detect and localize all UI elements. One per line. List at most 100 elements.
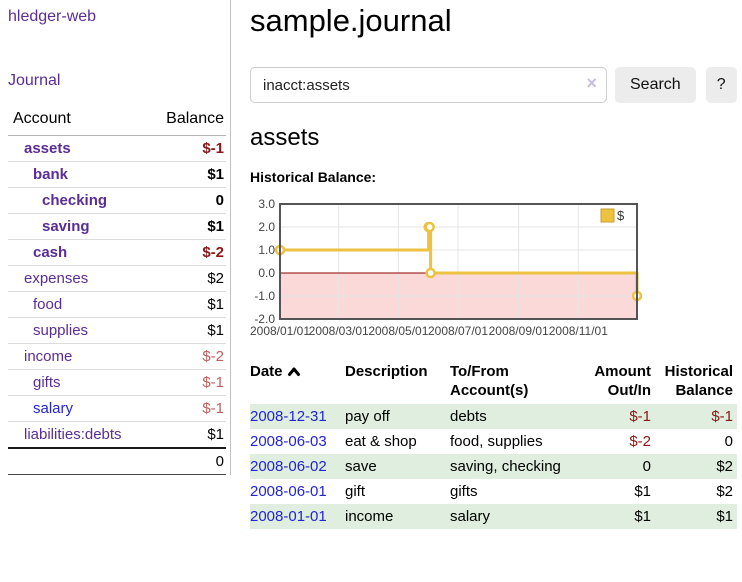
register-accounts: food, supplies: [450, 433, 543, 450]
account-balance: $1: [147, 161, 226, 188]
register-amount: $1: [575, 504, 655, 529]
account-row: expenses $2: [8, 265, 226, 292]
sidebar-content: hledger-web Journal Account Balance asse…: [0, 0, 231, 475]
account-row: bank $1: [8, 161, 226, 188]
register-row: 2008-06-01 gift gifts $1 $2: [250, 479, 737, 504]
balance-column-header: Balance: [147, 106, 226, 136]
sidebar-account-link[interactable]: cash: [33, 244, 68, 261]
account-balance: $-1: [202, 140, 224, 157]
register-date-link[interactable]: 2008-06-03: [250, 433, 327, 450]
account-balance: $1: [147, 317, 226, 344]
main-content: sample.journal × Search ? assets Histori…: [231, 0, 742, 529]
y-axis-tick-label: -2.0: [254, 312, 275, 326]
account-row: saving $1: [8, 213, 226, 240]
y-axis-tick-label: 1.0: [258, 243, 275, 257]
balance-chart-svg: $3.0 2.0 1.0 0.0 -1.0 -2.02008/01/012008/03/0…: [250, 197, 643, 338]
x-axis-tick-label: 2008/11/01: [549, 324, 608, 338]
account-balance: $1: [147, 291, 226, 318]
register-table: Date Description To/From Account(s) Amou…: [250, 360, 737, 529]
register-amount: $1: [634, 483, 651, 500]
search-input[interactable]: [250, 67, 607, 103]
register-date-link[interactable]: 2008-01-01: [250, 508, 327, 525]
search-box: ×: [250, 67, 607, 103]
account-balance: $1: [147, 421, 226, 448]
register-date-link[interactable]: 2008-06-01: [250, 483, 327, 500]
register-header-description[interactable]: Description: [345, 363, 428, 380]
chart-legend: $: [600, 208, 625, 223]
x-axis-tick-label: 2008/09/01: [489, 324, 549, 338]
register-description: save: [345, 454, 450, 479]
sidebar-account-link[interactable]: food: [33, 296, 63, 313]
sidebar-account-link[interactable]: bank: [33, 166, 69, 183]
y-axis-tick-label: 0.0: [258, 266, 275, 280]
account-row: checking 0: [8, 187, 226, 214]
y-axis-tick-label: -1.0: [254, 289, 275, 303]
sidebar-account-link[interactable]: assets: [24, 140, 71, 157]
register-amount: 0: [575, 454, 655, 479]
register-description: income: [345, 504, 450, 529]
historical-balance-label: Historical Balance:: [250, 169, 377, 185]
sidebar: hledger-web Journal Account Balance asse…: [0, 0, 231, 529]
data-point-marker: [425, 267, 436, 279]
account-balance: $2: [147, 265, 226, 292]
account-row: salary $-1: [8, 395, 226, 422]
account-row: income $-2: [8, 343, 226, 370]
account-balance: 0: [147, 187, 226, 214]
account-row: supplies $1: [8, 317, 226, 344]
register-description: gift: [345, 483, 366, 500]
register-header-date[interactable]: Date: [250, 360, 345, 404]
sidebar-account-link[interactable]: checking: [42, 192, 108, 209]
accounts-total: 0: [147, 447, 226, 475]
register-description: pay off: [345, 404, 450, 429]
register-header-amount[interactable]: Amount Out/In: [594, 363, 651, 399]
register-row: 2008-01-01 income salary $1 $1: [250, 504, 737, 529]
balance-chart: $3.0 2.0 1.0 0.0 -1.0 -2.0 2008/01/01 2008/03/0…: [250, 196, 737, 341]
page-title: sample.journal: [250, 3, 452, 38]
search-bar: × Search ?: [250, 67, 737, 103]
y-axis-tick-label: 2.0: [258, 220, 275, 234]
sidebar-account-link[interactable]: supplies: [33, 322, 89, 339]
x-axis-tick-label: 2008/05/01: [368, 324, 428, 338]
register-amount: $-2: [629, 433, 651, 450]
account-heading: assets: [250, 124, 320, 151]
register-header-row: Date Description To/From Account(s) Amou…: [250, 360, 737, 404]
register-accounts: salary: [450, 504, 575, 529]
app-title-link[interactable]: hledger-web: [8, 8, 97, 25]
account-row: cash $-2: [8, 239, 226, 266]
sidebar-account-link[interactable]: liabilities:debts: [24, 426, 122, 443]
account-row: liabilities:debts $1: [8, 421, 226, 448]
sidebar-account-link[interactable]: income: [24, 348, 73, 365]
sidebar-account-link[interactable]: gifts: [33, 374, 61, 391]
data-point-marker: [424, 221, 435, 233]
register-balance: $2: [716, 483, 733, 500]
register-date-link[interactable]: 2008-06-02: [250, 458, 327, 475]
account-balance: $-2: [147, 343, 226, 370]
search-button[interactable]: Search: [615, 67, 696, 103]
register-accounts: debts: [450, 404, 575, 429]
accounts-table: Account Balance assets $-1 bank $1 checking 0…: [8, 106, 226, 475]
svg-text:$: $: [617, 208, 625, 223]
register-header-balance[interactable]: Historical Balance: [664, 363, 733, 399]
register-date-link[interactable]: 2008-12-31: [250, 408, 327, 425]
accounts-total-row: 0: [8, 447, 226, 475]
register-accounts: gifts: [450, 483, 478, 500]
register-balance: $-1: [655, 404, 737, 429]
help-button[interactable]: ?: [705, 67, 737, 103]
app-window: hledger-web Journal Account Balance asse…: [0, 0, 742, 529]
journal-link[interactable]: Journal: [8, 72, 61, 89]
register-description: eat & shop: [345, 433, 417, 450]
sort-ascending-icon: [287, 363, 301, 382]
register-header-accounts[interactable]: To/From Account(s): [450, 363, 529, 399]
register-balance: 0: [724, 433, 733, 450]
account-row: gifts $-1: [8, 369, 226, 396]
clear-search-icon[interactable]: ×: [586, 73, 597, 93]
sidebar-account-link[interactable]: saving: [42, 218, 90, 235]
register-row: 2008-12-31 pay off debts $-1 $-1: [250, 404, 737, 429]
register-balance: $2: [655, 454, 737, 479]
account-balance: $-1: [147, 395, 226, 422]
sidebar-account-link[interactable]: salary: [33, 400, 74, 417]
account-balance: $-2: [147, 239, 226, 266]
sidebar-account-link[interactable]: expenses: [24, 270, 89, 287]
register-row: 2008-06-02 save saving, checking 0 $2: [250, 454, 737, 479]
y-axis-tick-label: 3.0: [258, 197, 275, 211]
